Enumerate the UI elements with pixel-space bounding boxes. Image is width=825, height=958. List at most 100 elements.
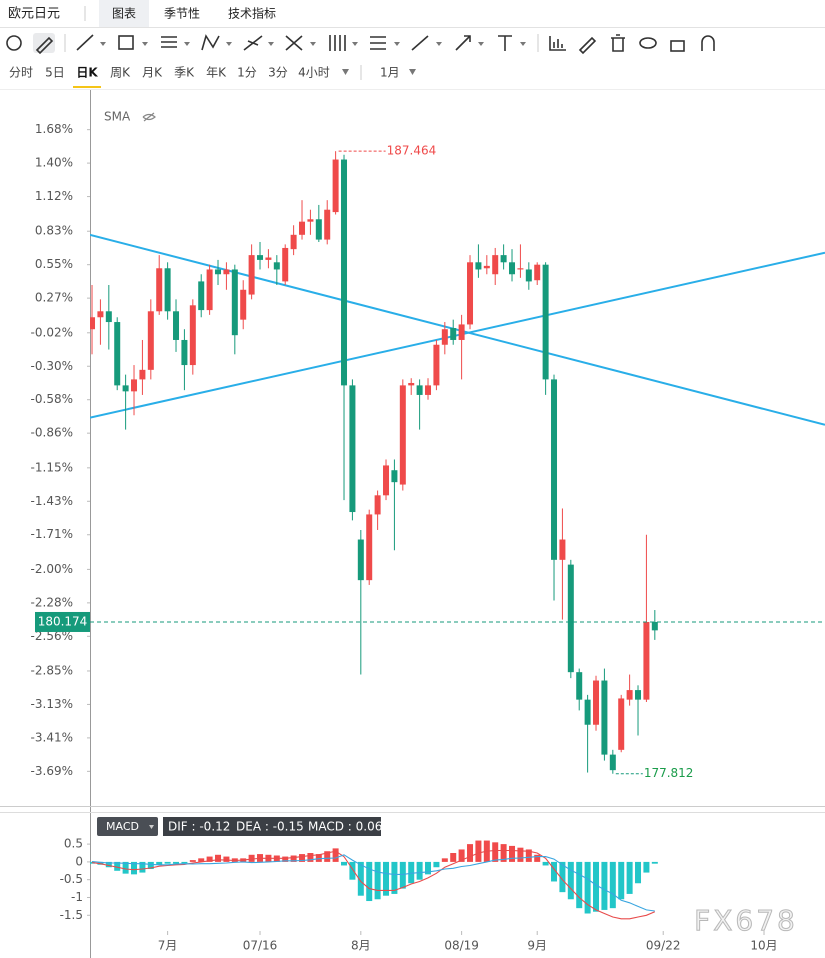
macd-bar [651, 861, 658, 864]
indicator-label[interactable]: SMA [104, 110, 131, 124]
y-tick-label: 1.40% [35, 156, 73, 170]
candle-body [399, 385, 406, 485]
macd-bar [450, 853, 457, 862]
icon-pen [35, 36, 54, 55]
period[interactable]: 3分 [268, 66, 288, 80]
y-tick-label: -2.85% [31, 663, 73, 677]
low-label: 177.812 [644, 766, 694, 780]
candle-body [584, 699, 591, 725]
candle-body [357, 539, 364, 581]
tab-highlight [99, 0, 149, 27]
main-plot [90, 150, 825, 775]
period[interactable]: 日K [76, 66, 98, 80]
candle-body [509, 262, 516, 275]
period[interactable]: 年K [206, 66, 227, 80]
period-underline [73, 86, 101, 88]
icon-fib[interactable] [243, 35, 263, 51]
period[interactable]: 月K [142, 66, 163, 80]
tab[interactable]: 季节性 [164, 7, 200, 21]
macd-bar [357, 861, 364, 896]
candle-body [332, 159, 339, 213]
icon-text[interactable] [498, 35, 512, 51]
icon-gann[interactable] [285, 35, 303, 51]
macd-bar [635, 861, 642, 884]
tabs: 图表 季节性 技术指标 [99, 0, 276, 27]
period[interactable]: 1分 [237, 66, 257, 80]
candle-body [164, 268, 171, 312]
macd-bar [551, 861, 558, 882]
candle-body [181, 339, 188, 366]
candle-body [198, 281, 205, 311]
y-tick-label: -0.58% [31, 392, 73, 406]
icon-delete[interactable] [611, 34, 625, 52]
icon-cycle[interactable] [329, 35, 346, 51]
tab[interactable]: 图表 [112, 7, 136, 21]
y-tick-label: -1.71% [31, 527, 73, 541]
icon-arrow[interactable] [455, 35, 471, 51]
y-tick-label: 0.27% [35, 291, 73, 305]
candle-body [90, 317, 96, 330]
icon-pattern[interactable] [201, 34, 220, 51]
candle-body [450, 328, 457, 340]
y-tick-label: -0.02% [31, 325, 73, 339]
tab[interactable]: 技术指标 [228, 6, 276, 21]
macd-plot [90, 840, 658, 920]
icon-magnet2[interactable] [701, 35, 715, 51]
macd-label-box[interactable] [97, 817, 158, 836]
macd-bar [315, 854, 322, 862]
candle-body [626, 690, 633, 700]
period[interactable]: 周K [110, 66, 131, 80]
candle-body [307, 219, 314, 222]
candle-body [517, 268, 524, 270]
candle-body [248, 255, 255, 295]
period[interactable]: 4小时 [298, 66, 330, 80]
icon-magnet[interactable] [6, 35, 22, 51]
macd-bar [383, 861, 390, 896]
macd-info-box [163, 817, 381, 836]
y-tick-label: -3.69% [31, 764, 73, 778]
y-tick-label: -1 [71, 890, 83, 904]
candle-body [425, 385, 432, 395]
candle-body [290, 234, 297, 250]
icon-lock[interactable] [670, 40, 685, 52]
icon-brush[interactable] [411, 35, 429, 51]
candle-body [525, 269, 532, 282]
candle-body [483, 265, 490, 269]
icon-rect[interactable] [118, 35, 134, 50]
candle-body [215, 269, 222, 275]
macd-bar [198, 858, 205, 862]
x-tick-label: 10月 [750, 939, 777, 953]
candle-body [593, 680, 600, 725]
range[interactable]: 1月 [380, 66, 400, 80]
trend-line [90, 251, 825, 419]
macd-bar [467, 844, 474, 862]
y-tick-label: -2.28% [31, 595, 73, 609]
candle-body [349, 385, 356, 513]
icon-measure[interactable] [370, 36, 386, 50]
macd-bar [492, 842, 499, 862]
candle-body [156, 268, 163, 312]
macd-bar [189, 860, 196, 862]
macd-label[interactable]: MACD [106, 820, 139, 833]
macd-bar [458, 849, 465, 862]
macd-bar [416, 861, 423, 880]
icon-hide[interactable] [142, 112, 156, 122]
macd-bar [290, 855, 297, 862]
period[interactable]: 5日 [45, 66, 65, 80]
dropdown-arrow [149, 825, 154, 829]
icon-edit[interactable] [578, 36, 597, 55]
icon-chart[interactable] [549, 36, 566, 51]
candle-body [97, 311, 104, 318]
icon-lines[interactable] [161, 36, 177, 48]
macd-bar [248, 854, 255, 862]
candle-body [383, 465, 390, 496]
icon-line[interactable] [76, 34, 94, 51]
period[interactable]: 季K [174, 66, 195, 80]
icon-eye[interactable] [639, 37, 657, 49]
macd-bar [282, 856, 289, 862]
period[interactable]: 分时 [9, 66, 33, 80]
macd-bar [559, 861, 566, 893]
watermark: FX678 [694, 904, 798, 937]
macd-bar [122, 861, 129, 874]
macd-bar [567, 861, 574, 900]
